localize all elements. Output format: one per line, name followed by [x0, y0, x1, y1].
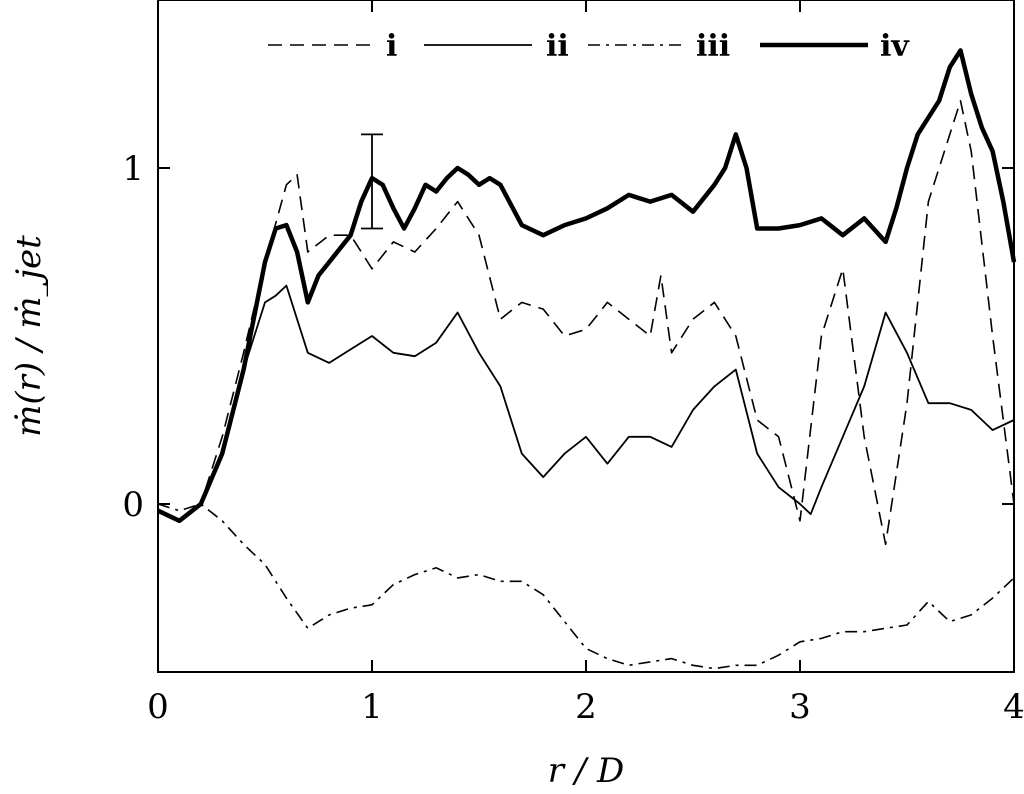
y-tick-label: 1 [122, 149, 144, 189]
series-lines [157, 48, 1017, 670]
series-line-iv [157, 48, 1017, 524]
plot-frame [157, 0, 1015, 673]
legend: i ii iii iv [268, 29, 910, 64]
x-tick-label: 3 [789, 687, 811, 727]
series-line-iii [157, 503, 1015, 670]
series-line-i [157, 100, 1015, 546]
legend-label-iv: iv [880, 29, 910, 64]
x-tick-label: 4 [1003, 687, 1024, 727]
x-tick-label: 0 [147, 687, 169, 727]
tick-labels: 0 1 2 3 4 0 1 [122, 149, 1024, 727]
y-tick-label: 0 [122, 485, 144, 525]
x-axis-label: r / D [548, 751, 625, 791]
legend-label-ii: ii [546, 29, 569, 64]
legend-label-i: i [386, 29, 397, 64]
ticks [157, 0, 1015, 672]
y-axis-label: ṁ(r) / ṁ_jet [9, 235, 49, 437]
x-tick-label: 1 [361, 687, 383, 727]
series-line-ii [157, 284, 1015, 522]
x-tick-label: 2 [575, 687, 597, 727]
legend-label-iii: iii [696, 29, 730, 64]
error-bars [361, 133, 383, 230]
